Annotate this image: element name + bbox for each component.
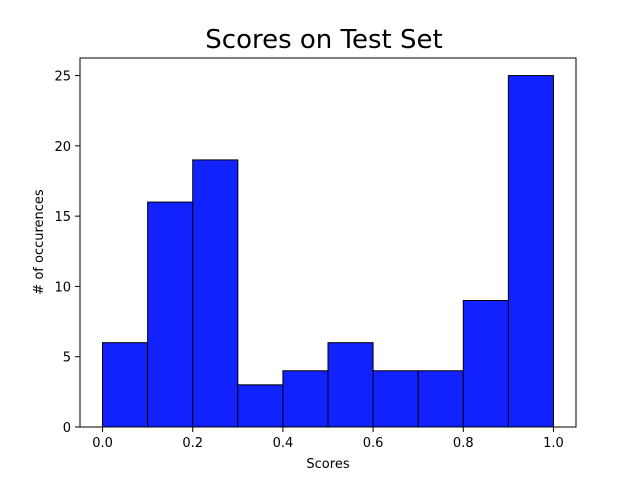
chart-title: Scores on Test Set	[205, 25, 442, 55]
y-tick-label-5: 25	[54, 70, 71, 85]
histogram-bar-6	[372, 370, 419, 428]
x-axis-label: Scores	[306, 457, 349, 472]
histogram-bar-1	[147, 201, 194, 428]
histogram-bar-2	[192, 159, 239, 428]
y-tick-label-4: 20	[54, 140, 71, 155]
histogram-bar-9	[507, 75, 554, 428]
x-tick-label-1: 0.2	[182, 436, 203, 451]
y-tick-label-3: 15	[54, 210, 71, 225]
y-tick-label-2: 10	[54, 280, 71, 295]
histogram-bar-0	[102, 342, 149, 428]
bars-layer	[102, 75, 554, 428]
x-tick-label-5: 1.0	[543, 436, 564, 451]
histogram-bar-8	[462, 299, 509, 428]
y-tick-label-1: 5	[63, 351, 71, 366]
histogram-bar-5	[327, 342, 374, 428]
ticks-layer: 0.0 0.2 0.4 0.6 0.8 1.0 0 5 10 15 20 25	[54, 70, 563, 451]
plot-frame	[79, 57, 577, 428]
y-tick-label-0: 0	[63, 421, 71, 436]
x-tick-label-3: 0.6	[363, 436, 384, 451]
x-tick-label-2: 0.4	[273, 436, 294, 451]
axes-layer	[79, 57, 577, 428]
histogram-bar-7	[417, 370, 464, 428]
histogram-bar-3	[237, 384, 284, 428]
histogram-bar-4	[282, 370, 329, 428]
x-tick-label-0: 0.0	[92, 436, 113, 451]
y-axis-label: # of occurences	[32, 189, 47, 295]
x-tick-label-4: 0.8	[453, 436, 474, 451]
